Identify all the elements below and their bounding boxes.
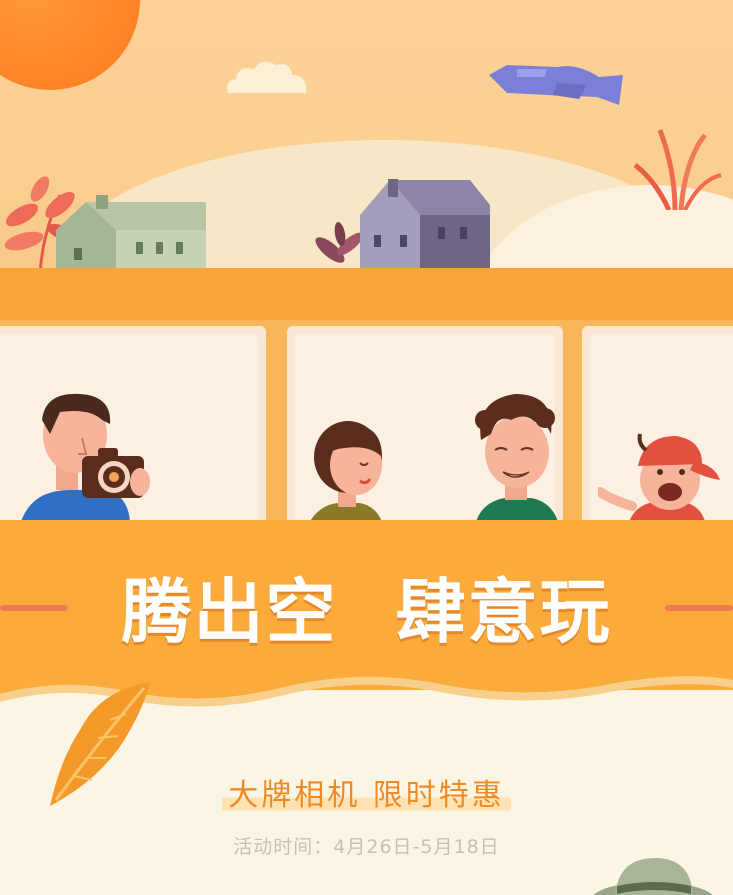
promo-subtitle: 大牌相机 限时特惠 xyxy=(222,770,511,814)
plant-icon xyxy=(633,129,722,210)
headline-part2: 肆意玩 xyxy=(395,571,612,653)
cloud-icon xyxy=(227,61,307,93)
bus-roof xyxy=(0,268,733,330)
promo-date: 活动时间：4月26日-5月18日 xyxy=(233,836,500,858)
photographer-figure xyxy=(20,393,150,525)
plant-icon xyxy=(315,222,363,263)
headline-part1: 腾出空 xyxy=(121,571,338,653)
house-icon xyxy=(360,179,490,275)
wave-edge xyxy=(0,650,733,707)
decor-dash xyxy=(0,605,68,611)
plane-icon xyxy=(489,65,623,105)
subtitle-wrap: 大牌相机 限时特惠 xyxy=(0,770,733,814)
hat-icon xyxy=(593,858,713,895)
woman-figure xyxy=(308,421,383,525)
headline: 腾出空 肆意玩 xyxy=(0,556,733,657)
kid-figure xyxy=(598,433,720,525)
house-icon xyxy=(56,195,206,280)
decor-dash xyxy=(665,605,733,611)
leaf-icon xyxy=(50,682,150,806)
man-figure xyxy=(475,394,559,525)
camera-icon xyxy=(82,448,144,498)
